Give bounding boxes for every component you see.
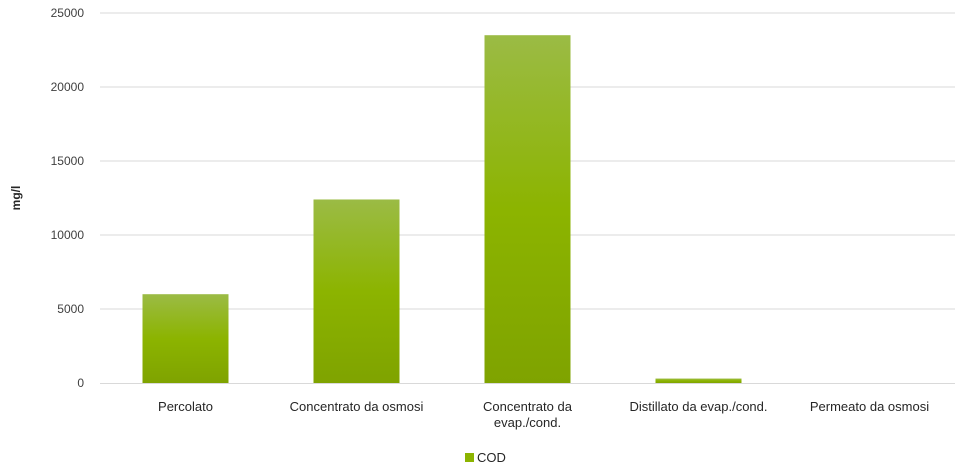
y-tick-label: 0: [77, 376, 84, 390]
bar: [313, 199, 400, 383]
y-tick-label: 25000: [51, 6, 85, 20]
x-axis-categories: Percolato Concentrato da osmosi Concentrat…: [158, 399, 929, 430]
x-category-label: Concentrato da evap./cond.: [483, 399, 573, 430]
x-category-label: Percolato: [158, 399, 213, 414]
y-tick-label: 15000: [51, 154, 85, 168]
x-category-label: Permeato da osmosi: [810, 399, 929, 414]
bar: [142, 294, 229, 383]
bar: [655, 378, 742, 383]
y-tick-label: 20000: [51, 80, 85, 94]
legend-label-cod: COD: [477, 450, 506, 465]
y-axis-label: mg/l: [9, 186, 23, 211]
legend[interactable]: COD: [465, 450, 506, 465]
y-tick-label: 5000: [57, 302, 84, 316]
legend-swatch-cod: [465, 453, 474, 462]
x-category-label: Distillato da evap./cond.: [629, 399, 767, 414]
x-category-label: Concentrato da osmosi: [290, 399, 424, 414]
bar: [484, 35, 571, 383]
bars: [142, 35, 742, 383]
y-axis-ticks: 0 5000 10000 15000 20000 25000: [51, 6, 85, 390]
y-tick-label: 10000: [51, 228, 85, 242]
